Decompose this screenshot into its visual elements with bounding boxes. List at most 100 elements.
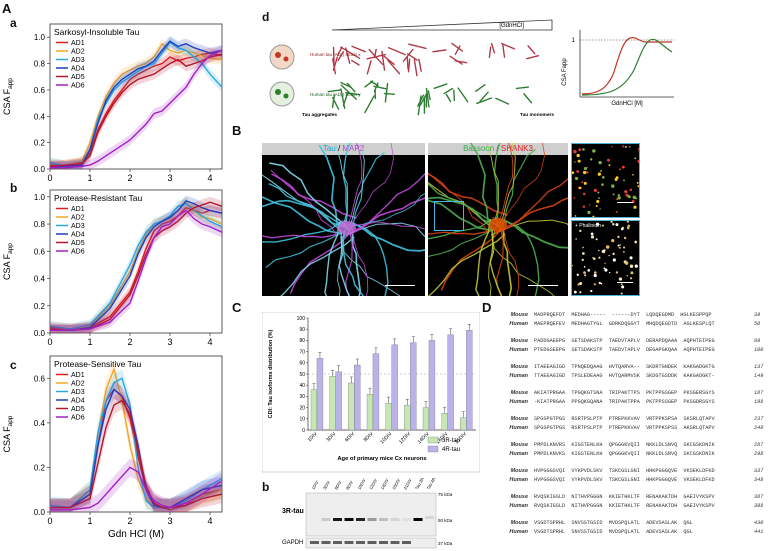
puncta — [595, 204, 598, 207]
fibril — [407, 58, 411, 73]
legend-swatch-3r-tau — [427, 436, 439, 444]
legend-label-ad3: AD3 — [71, 223, 85, 230]
neurite — [486, 143, 499, 222]
puncta — [611, 146, 613, 148]
legend-label-ad2: AD2 — [71, 381, 85, 388]
puncta — [598, 281, 602, 285]
band-gapdh — [310, 541, 319, 544]
bar-3r-tau-6div — [348, 382, 355, 431]
puncta — [590, 289, 593, 293]
neurite — [506, 178, 568, 228]
mouse-sequence-row: Mouse VSGDTSPRHL SNVSSTGSID MVDSPQLATL AD… — [492, 520, 764, 526]
puncta — [573, 149, 577, 154]
puncta — [634, 157, 637, 160]
neurite — [352, 223, 389, 296]
fibril — [417, 94, 425, 107]
bar-4r-tau-1div — [316, 358, 324, 431]
species-label: Human — [509, 451, 528, 457]
puncta — [623, 179, 625, 182]
fibril — [331, 94, 336, 109]
puncta — [629, 277, 633, 280]
fibril — [408, 43, 427, 50]
puncta — [627, 195, 631, 199]
puncta — [586, 166, 589, 169]
y-tick-label: 0.4 — [34, 112, 46, 121]
puncta — [638, 147, 639, 151]
band-3r — [402, 518, 411, 521]
x-tick-label: 3 — [167, 337, 172, 347]
sequence-text: HVPGGGSVQI VYKPVDLSKV TSKCGSLGNI HHKPGGG… — [534, 477, 715, 483]
fibril — [417, 95, 422, 116]
sequence-text: PMPDLKNVRS KIGSTENLKH QPGGGKVQII NKKLDLS… — [534, 442, 715, 448]
bar-4r-tau-16div — [447, 334, 454, 431]
puncta — [601, 183, 604, 186]
neurite — [338, 230, 351, 296]
species-label: Human — [509, 347, 528, 353]
band-gapdh — [333, 541, 342, 544]
puncta — [579, 282, 583, 285]
band-3r — [367, 518, 377, 521]
band-3r — [344, 518, 354, 521]
human-sequence-row: Human SPGSPGTPGS RSRTPSLPTP PTREPKKVAV VR… — [492, 425, 763, 431]
legend-label-ad2: AD2 — [71, 215, 85, 222]
fibril — [327, 89, 342, 93]
puncta — [593, 188, 597, 193]
lane-label: 1DIV — [311, 480, 320, 491]
bar-3r-tau-14div — [422, 407, 430, 431]
series-band-ad6 — [50, 45, 222, 169]
legend-label-ad2: AD2 — [71, 49, 85, 56]
neurite — [428, 233, 506, 296]
puncta — [587, 210, 591, 215]
neurite — [262, 233, 338, 239]
puncta — [612, 223, 615, 226]
y-tick-label: 0.4 — [34, 419, 46, 428]
line-chart-sarkosyl-insoluble: 0 1 2 3 4 0.0 0.2 0.4 0.6 0.8 1.0 Sarkosyl-Insolubl… — [2, 23, 223, 183]
neurite — [280, 236, 355, 296]
fibril — [366, 60, 372, 75]
puncta — [632, 195, 637, 200]
lane-label: Tau 3R — [414, 478, 425, 491]
fibril — [523, 93, 533, 104]
puncta — [637, 185, 639, 188]
chart-title: Protease-Sensitive Tau — [54, 359, 142, 369]
puncta — [576, 273, 579, 276]
series-line-ad1 — [49, 206, 223, 330]
puncta — [597, 191, 600, 194]
aggregates-label: Tau aggregates — [302, 112, 337, 118]
legend-label-ad4: AD4 — [71, 398, 85, 405]
legend-label-ad5: AD5 — [71, 240, 85, 247]
neurite — [428, 216, 499, 240]
puncta — [604, 268, 608, 272]
y-tick-label: 0.0 — [34, 165, 46, 174]
phalloidin-label: + Phalloidin — [575, 223, 601, 229]
lane-label: 6DIV — [334, 480, 343, 491]
fibril — [454, 45, 461, 56]
fibril — [425, 87, 430, 108]
sequence-text: MADPRQEFDT MEDHAG----- ------DYT LQDQEGD… — [534, 312, 712, 318]
puncta — [574, 176, 579, 181]
neurite — [342, 230, 365, 296]
residue-number: 337 — [754, 468, 764, 474]
plot-frame — [49, 23, 223, 170]
residue-number: 50 — [754, 321, 761, 327]
species-label: Human — [509, 321, 528, 327]
puncta — [598, 256, 601, 259]
puncta — [612, 193, 615, 196]
puncta — [623, 236, 627, 240]
band-4r-control — [425, 516, 434, 519]
y-tick-label: 0.2 — [34, 139, 46, 148]
residue-number: 137 — [754, 364, 764, 370]
bar-4r-tau-6div — [354, 364, 361, 431]
fibril — [451, 42, 464, 52]
fibril — [364, 95, 375, 114]
puncta — [583, 271, 586, 275]
neurite — [502, 225, 520, 296]
legend-label-ad1: AD1 — [71, 40, 85, 47]
puncta — [624, 261, 629, 265]
micrograph-bassoon-shank3: Bassoon / SHANK3 — [428, 143, 568, 296]
species-label: Human — [509, 477, 528, 483]
lane-label: 3DIV — [322, 480, 331, 491]
mouse-sequence-row: Mouse AKIATPRGAA TPGQKGTSNA TRIPAKTTPS PK… — [492, 390, 764, 396]
zoom-image-1 — [572, 145, 639, 217]
chart-frame — [262, 312, 480, 473]
